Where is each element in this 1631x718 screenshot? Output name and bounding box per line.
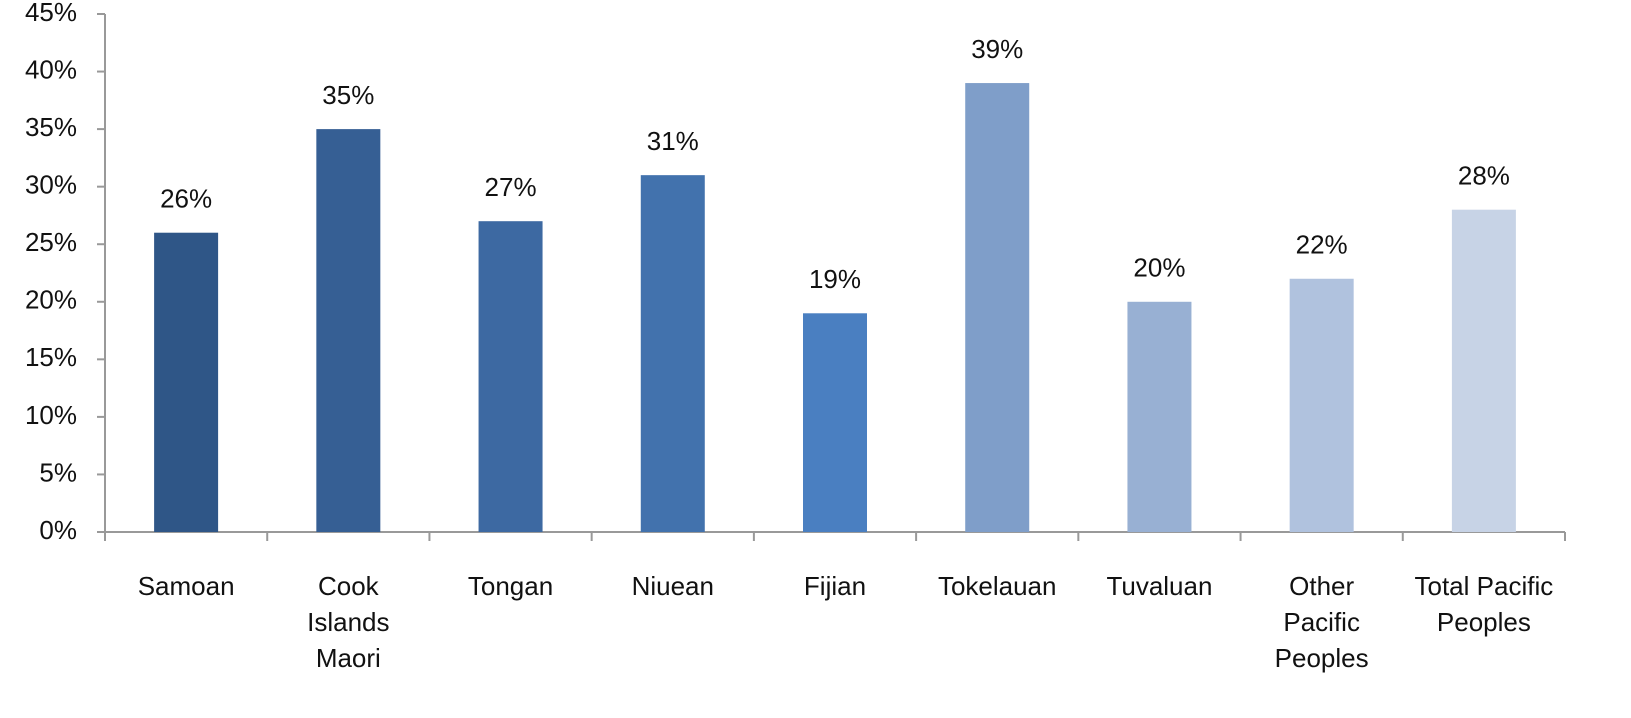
data-label: 19% <box>809 264 861 294</box>
bar <box>1127 301 1192 532</box>
data-label: 27% <box>485 172 537 202</box>
bar <box>640 175 705 532</box>
bar <box>965 83 1030 533</box>
data-label: 20% <box>1133 253 1185 283</box>
bar <box>316 129 381 532</box>
x-tick-label: Niuean <box>631 571 714 601</box>
y-tick-label: 30% <box>25 170 77 200</box>
x-tick-label: Cook Islands Maori <box>307 571 390 673</box>
bar <box>1289 278 1354 532</box>
bar <box>478 221 543 532</box>
data-label: 22% <box>1296 230 1348 260</box>
data-label: 28% <box>1458 161 1510 191</box>
y-tick-label: 45% <box>25 0 77 27</box>
y-tick-label: 40% <box>25 54 77 84</box>
x-tick-label: Total Pacific Peoples <box>1414 571 1554 637</box>
x-tick-label: Fijian <box>803 571 867 601</box>
x-tick-label: Tokelauan <box>937 571 1057 601</box>
data-label: 26% <box>160 184 212 214</box>
bar <box>154 232 219 532</box>
y-tick-label: 10% <box>25 400 77 430</box>
y-tick-label: 0% <box>39 515 77 545</box>
x-tick-label: Other Pacific Peoples <box>1274 571 1369 673</box>
x-tick-label: Tongan <box>467 571 554 601</box>
data-label: 31% <box>647 126 699 156</box>
bar <box>1451 209 1516 532</box>
y-tick-label: 15% <box>25 342 77 372</box>
y-tick-label: 25% <box>25 227 77 257</box>
x-tick-label: Samoan <box>137 571 235 601</box>
x-tick-label: Tuvaluan <box>1106 571 1213 601</box>
y-tick-label: 20% <box>25 285 77 315</box>
bar <box>803 313 867 532</box>
data-label: 35% <box>322 80 374 110</box>
data-label: 39% <box>971 34 1023 64</box>
y-tick-label: 35% <box>25 112 77 142</box>
y-tick-label: 5% <box>39 457 77 487</box>
